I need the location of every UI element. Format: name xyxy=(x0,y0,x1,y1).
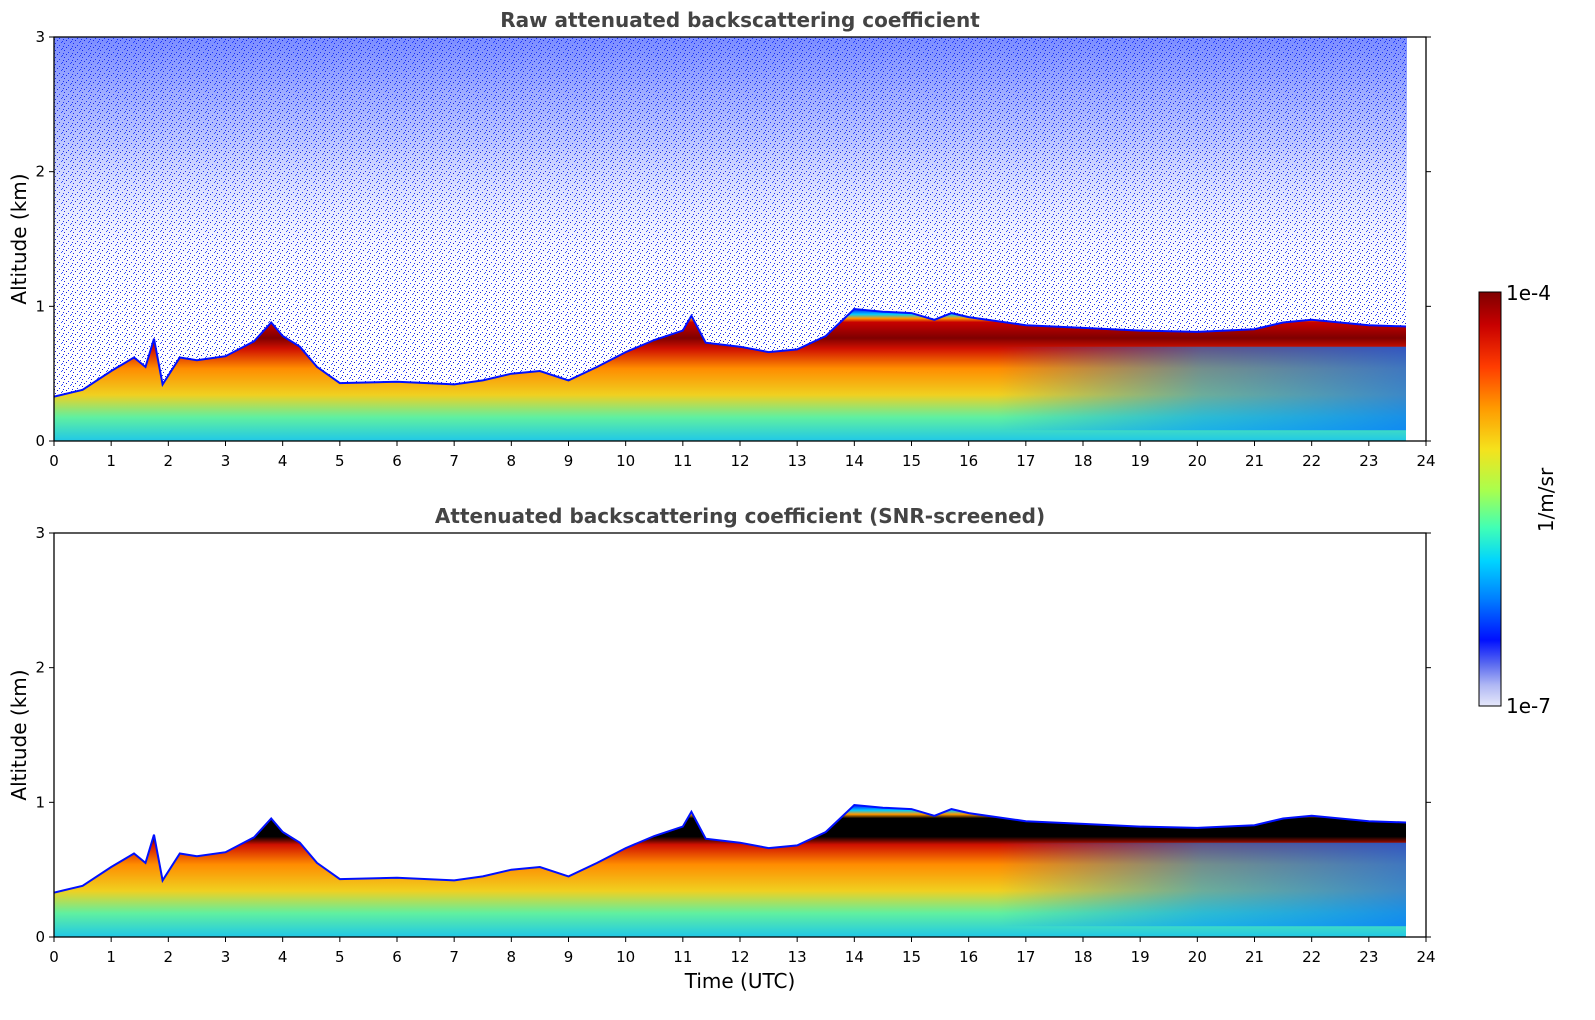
x-tick-label: 0 xyxy=(49,452,59,470)
x-tick-label: 24 xyxy=(1416,948,1435,966)
y-tick-label: 1 xyxy=(35,793,45,811)
x-tick-label: 23 xyxy=(1359,452,1378,470)
x-tick-label: 8 xyxy=(507,948,517,966)
x-tick-label: 2 xyxy=(164,948,174,966)
y-tick-label: 0 xyxy=(35,928,45,946)
raw-x-axis: 0 1 2 3 4 5 6 7 8 9 10 11 12 13 14 15 16 17 18 19 20 21 22 23 24 xyxy=(49,441,1436,470)
x-tick-label: 17 xyxy=(1016,452,1035,470)
x-tick-label: 10 xyxy=(616,948,635,966)
x-axis-label: Time (UTC) xyxy=(684,969,796,993)
x-tick-label: 8 xyxy=(507,452,517,470)
x-tick-label: 23 xyxy=(1359,948,1378,966)
x-tick-label: 20 xyxy=(1188,452,1207,470)
colorbar-scale xyxy=(1478,291,1502,707)
x-tick-label: 9 xyxy=(564,948,574,966)
low-signal-region xyxy=(997,346,1406,431)
x-tick-label: 9 xyxy=(564,452,574,470)
colorbar-max-label: 1e-4 xyxy=(1506,281,1551,305)
raw-panel-title: Raw attenuated backscattering coefficien… xyxy=(500,8,980,32)
y-tick-label: 2 xyxy=(35,659,45,677)
y-tick-label: 3 xyxy=(35,28,45,46)
x-tick-label: 13 xyxy=(788,948,807,966)
x-tick-label: 20 xyxy=(1188,948,1207,966)
x-tick-label: 2 xyxy=(164,452,174,470)
y-tick-label: 2 xyxy=(35,163,45,181)
low-signal-region xyxy=(997,842,1406,927)
x-tick-label: 0 xyxy=(49,948,59,966)
x-tick-label: 11 xyxy=(673,452,692,470)
x-tick-label: 16 xyxy=(959,948,978,966)
x-tick-label: 22 xyxy=(1302,452,1321,470)
raw-y-axis: 0 1 2 3 xyxy=(35,28,1431,450)
x-tick-label: 7 xyxy=(449,948,459,966)
x-tick-label: 14 xyxy=(845,452,864,470)
x-tick-label: 10 xyxy=(616,452,635,470)
raw-heatmap xyxy=(54,307,1407,441)
x-tick-label: 18 xyxy=(1073,948,1092,966)
screened-x-axis: 0 1 2 3 4 5 6 7 8 9 10 11 12 13 14 15 16 17 18 19 20 21 22 23 24 xyxy=(49,937,1436,966)
x-tick-label: 5 xyxy=(335,948,345,966)
x-tick-label: 6 xyxy=(392,452,402,470)
x-tick-label: 22 xyxy=(1302,948,1321,966)
screened-panel: Attenuated backscattering coefficient (S… xyxy=(7,504,1436,993)
x-tick-label: 21 xyxy=(1245,452,1264,470)
x-tick-label: 1 xyxy=(106,452,116,470)
screened-heatmap xyxy=(54,803,1407,937)
x-tick-label: 19 xyxy=(1131,452,1150,470)
x-tick-label: 6 xyxy=(392,948,402,966)
x-tick-label: 7 xyxy=(449,452,459,470)
colorbar: 1e-4 1e-7 1/m/sr xyxy=(1478,281,1558,718)
layer-top-edge xyxy=(54,803,1407,894)
x-tick-label: 14 xyxy=(845,948,864,966)
x-tick-label: 16 xyxy=(959,452,978,470)
x-tick-label: 17 xyxy=(1016,948,1035,966)
screened-y-axis: 0 1 2 3 xyxy=(35,524,1431,946)
x-tick-label: 15 xyxy=(902,948,921,966)
x-tick-label: 4 xyxy=(278,452,288,470)
layer-top-edge xyxy=(54,307,1407,398)
x-tick-label: 13 xyxy=(788,452,807,470)
x-tick-label: 11 xyxy=(673,948,692,966)
colorbar-unit-label: 1/m/sr xyxy=(1534,467,1558,532)
x-tick-label: 18 xyxy=(1073,452,1092,470)
x-tick-label: 12 xyxy=(730,452,749,470)
raw-noise-shade xyxy=(54,37,1407,337)
x-tick-label: 3 xyxy=(221,452,231,470)
x-tick-label: 1 xyxy=(106,948,116,966)
raw-y-axis-label: Altitude (km) xyxy=(7,173,31,304)
x-tick-label: 5 xyxy=(335,452,345,470)
x-tick-label: 12 xyxy=(730,948,749,966)
y-tick-label: 3 xyxy=(35,524,45,542)
screened-y-axis-label: Altitude (km) xyxy=(7,669,31,800)
screened-panel-title: Attenuated backscattering coefficient (S… xyxy=(435,504,1045,528)
y-tick-label: 0 xyxy=(35,432,45,450)
colorbar-min-label: 1e-7 xyxy=(1506,694,1551,718)
x-tick-label: 24 xyxy=(1416,452,1435,470)
x-tick-label: 4 xyxy=(278,948,288,966)
x-tick-label: 15 xyxy=(902,452,921,470)
x-tick-label: 21 xyxy=(1245,948,1264,966)
x-tick-label: 3 xyxy=(221,948,231,966)
x-tick-label: 19 xyxy=(1131,948,1150,966)
raw-panel: Raw attenuated backscattering coefficien… xyxy=(7,8,1436,470)
y-tick-label: 1 xyxy=(35,297,45,315)
